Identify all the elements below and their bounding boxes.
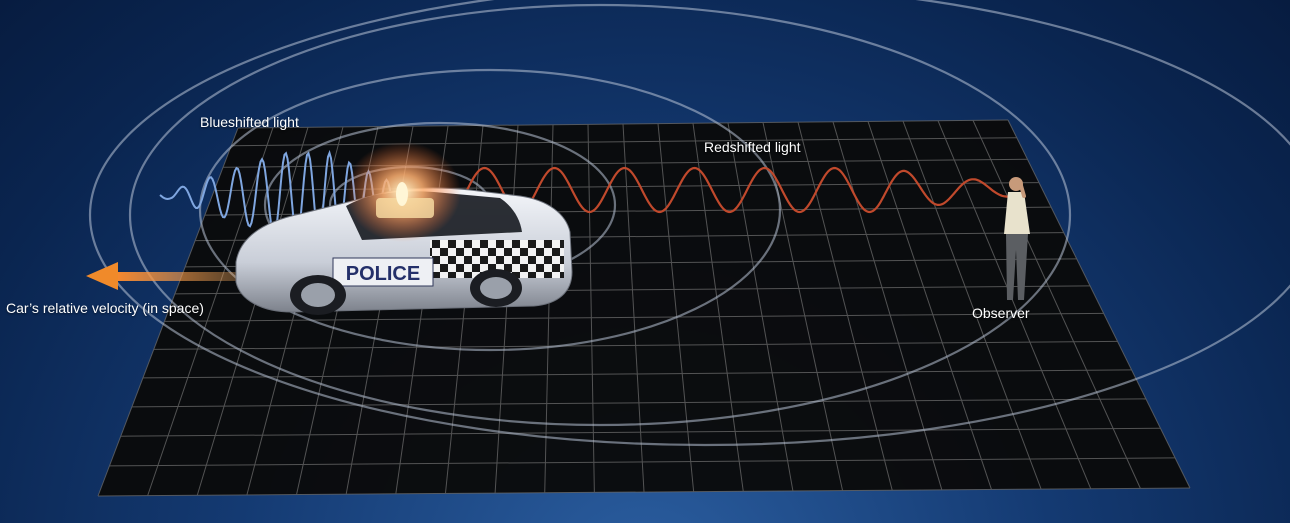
- grid-line-horizontal: [131, 398, 1146, 408]
- grid-line-vertical: [587, 124, 595, 493]
- grid-line-horizontal: [142, 369, 1132, 379]
- car-text: POLICE: [346, 263, 420, 285]
- grid-line-vertical: [762, 122, 844, 491]
- velocity-label: Car’s relative velocity (in space): [6, 300, 204, 316]
- grid-line-vertical: [657, 123, 695, 492]
- grid-line-vertical: [902, 120, 1042, 490]
- wavefront-3: [198, 68, 782, 352]
- grid-line-vertical: [147, 127, 274, 496]
- grid-line-vertical: [797, 122, 893, 491]
- grid-line-vertical: [1007, 119, 1191, 489]
- siren-light: [345, 142, 461, 242]
- grid-line-horizontal: [237, 119, 1009, 129]
- grid-line-vertical: [444, 125, 484, 494]
- grid-line-vertical: [867, 121, 992, 490]
- grid-line-vertical: [692, 123, 744, 492]
- grid-line-horizontal: [153, 340, 1118, 350]
- grid-line-horizontal: [231, 137, 1017, 147]
- observer-figure: [1004, 177, 1030, 300]
- observer-label: Observer: [972, 305, 1030, 321]
- blueshifted-light-label: Blueshifted light: [200, 114, 299, 130]
- grid-line-horizontal: [164, 312, 1104, 322]
- grid-line-horizontal: [97, 487, 1191, 497]
- grid-line-vertical: [622, 123, 645, 493]
- wavefront-5: [89, 0, 1290, 447]
- police-decal: [332, 257, 434, 287]
- grid-line-horizontal: [109, 457, 1176, 467]
- grid-line-vertical: [972, 120, 1141, 489]
- wavefront-4: [128, 3, 1072, 427]
- redshifted-light-label: Redshifted light: [704, 139, 801, 155]
- velocity-arrow: [86, 262, 260, 290]
- grid-line-horizontal: [120, 427, 1161, 437]
- grid-line-vertical: [544, 124, 554, 493]
- grid-line-vertical: [196, 127, 309, 496]
- grid-line-vertical: [727, 122, 794, 491]
- grid-line-vertical: [832, 121, 943, 490]
